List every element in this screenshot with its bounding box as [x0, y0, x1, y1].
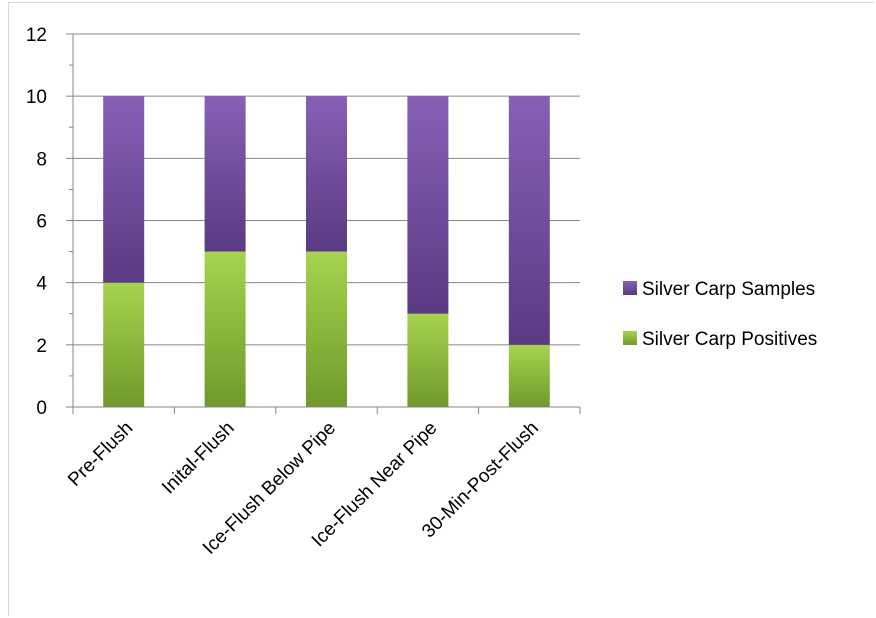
y-tick-label: 12 — [26, 25, 47, 46]
chart-frame — [8, 2, 874, 616]
bar-silver-carp-samples — [407, 96, 449, 314]
bar-silver-carp-samples — [508, 96, 550, 345]
y-tick-label: 4 — [36, 274, 47, 295]
y-tick-label: 2 — [36, 336, 47, 357]
bar-silver-carp-positives — [508, 344, 550, 407]
bars — [103, 96, 550, 407]
legend-label: Silver Carp Samples — [642, 279, 815, 300]
bar-silver-carp-samples — [306, 96, 347, 252]
bar-silver-carp-positives — [306, 251, 347, 407]
axes — [66, 33, 581, 414]
legend: Silver Carp Samples Silver Carp Positives — [623, 279, 817, 350]
y-tick-label: 8 — [36, 149, 47, 170]
x-tick-label: Pre-Flush — [64, 418, 137, 491]
legend-label: Silver Carp Positives — [642, 329, 817, 350]
bar-silver-carp-samples — [204, 96, 246, 252]
legend-swatch — [623, 281, 637, 295]
y-tick-label: 6 — [36, 212, 47, 233]
legend-swatch — [623, 331, 637, 345]
bar-silver-carp-positives — [407, 313, 449, 407]
y-tick-label: 10 — [26, 87, 47, 108]
bar-silver-carp-positives — [103, 282, 145, 407]
bar-silver-carp-positives — [204, 251, 246, 407]
x-tick-label: Inital-Flush — [158, 418, 239, 499]
y-tick-label: 0 — [36, 398, 47, 419]
bar-silver-carp-samples — [103, 96, 145, 283]
